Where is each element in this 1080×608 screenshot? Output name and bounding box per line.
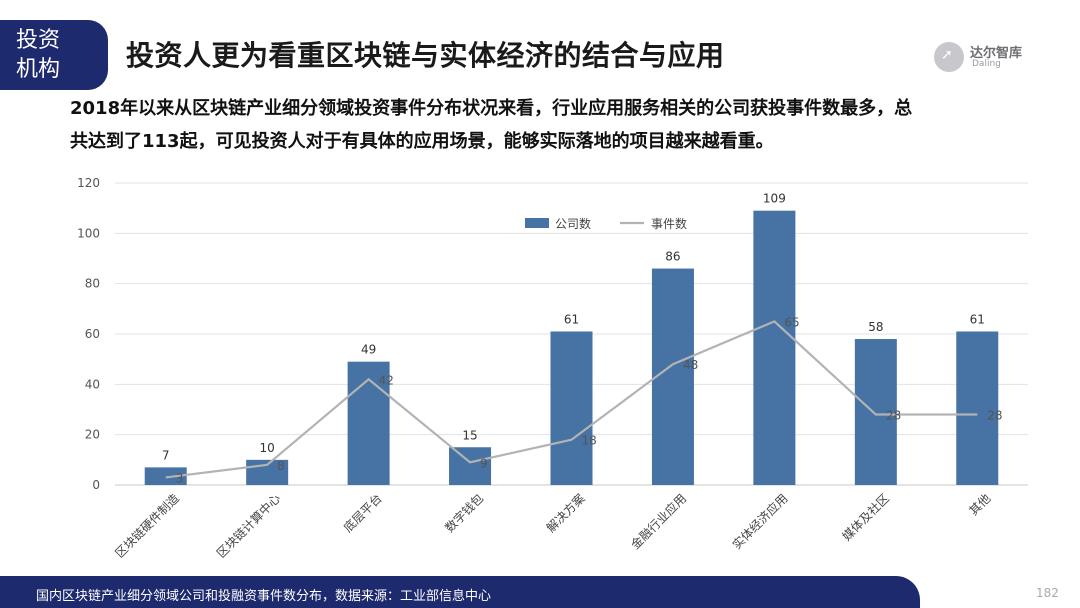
line-value-label: 28 <box>886 409 901 423</box>
x-tick-label: 数字钱包 <box>442 491 487 536</box>
bar-value-label: 7 <box>162 448 170 462</box>
bar-value-label: 49 <box>361 343 376 357</box>
bar <box>753 210 796 485</box>
description-line1: 2018年以来从区块链产业细分领域投资事件分布状况来看，行业应用服务相关的公司获… <box>70 98 913 119</box>
rocket-icon: ➚ <box>934 42 964 72</box>
bar <box>956 331 999 485</box>
line-value-label: 48 <box>683 358 698 372</box>
line-value-label: 3 <box>176 471 184 485</box>
brand-logo: ➚ 达尔智库 Daling <box>934 40 1044 74</box>
bar-value-label: 109 <box>763 192 786 206</box>
y-tick-label: 100 <box>77 226 100 240</box>
page-number: 182 <box>1036 586 1059 600</box>
description-line2: 共达到了113起，可见投资人对于有具体的应用场景，能够实际落地的项目越来越看重。 <box>70 131 774 152</box>
section-tag-line1: 投资 <box>16 28 61 53</box>
section-tag: 投资 机构 <box>0 20 108 90</box>
page-title: 投资人更为看重区块链与实体经济的结合与应用 <box>126 39 725 72</box>
x-tick-label: 区块链计算中心 <box>213 491 283 560</box>
brand-sub: Daling <box>972 59 1001 69</box>
x-tick-label: 其他 <box>967 491 994 518</box>
bar <box>651 268 694 485</box>
x-tick-label: 解决方案 <box>543 491 588 536</box>
line-value-label: 42 <box>379 373 394 387</box>
line-value-label: 9 <box>480 456 488 470</box>
bar-value-label: 86 <box>665 250 680 264</box>
y-tick-label: 120 <box>77 176 100 190</box>
footer-bar: 国内区块链产业细分领域公司和投融资事件数分布，数据来源：工业部信息中心 <box>0 576 920 608</box>
x-tick-label: 媒体及社区 <box>839 491 892 544</box>
bar <box>144 467 187 485</box>
y-tick-label: 40 <box>85 377 100 391</box>
legend-label-line: 事件数 <box>651 216 687 231</box>
brand-name: 达尔智库 <box>970 46 1023 61</box>
bar <box>449 447 492 485</box>
line-value-label: 65 <box>784 315 799 329</box>
x-tick-label: 实体经济应用 <box>729 491 791 553</box>
bar-value-label: 58 <box>868 320 883 334</box>
x-tick-label: 区块链硬件制造 <box>112 491 182 560</box>
line-value-label: 18 <box>582 434 597 448</box>
y-tick-label: 0 <box>92 478 100 492</box>
bar <box>550 331 593 485</box>
bar-value-label: 61 <box>564 312 579 326</box>
line-value-label: 28 <box>987 409 1002 423</box>
event-line <box>165 320 978 479</box>
x-tick-label: 底层平台 <box>340 491 385 536</box>
bar-line-chart: 0 20 40 60 80 100 120 7 10 49 15 61 86 109 58 61 3 8 42 9 18… <box>77 176 1028 560</box>
bar <box>347 361 390 485</box>
bar-value-label: 15 <box>462 428 477 442</box>
section-tag-line2: 机构 <box>16 57 61 82</box>
footer-caption: 国内区块链产业细分领域公司和投融资事件数分布，数据来源：工业部信息中心 <box>36 589 492 604</box>
bar-value-label: 10 <box>260 441 275 455</box>
y-tick-label: 60 <box>85 327 100 341</box>
y-tick-label: 80 <box>85 277 100 291</box>
x-tick-label: 金融行业应用 <box>628 491 690 553</box>
line-value-label: 8 <box>277 459 285 473</box>
bar-value-label: 61 <box>970 312 985 326</box>
bar <box>854 339 897 485</box>
legend-label-bar: 公司数 <box>555 216 591 231</box>
description: 2018年以来从区块链产业细分领域投资事件分布状况来看，行业应用服务相关的公司获… <box>70 92 1060 158</box>
y-tick-label: 20 <box>85 428 100 442</box>
legend-swatch-bar <box>525 218 549 228</box>
